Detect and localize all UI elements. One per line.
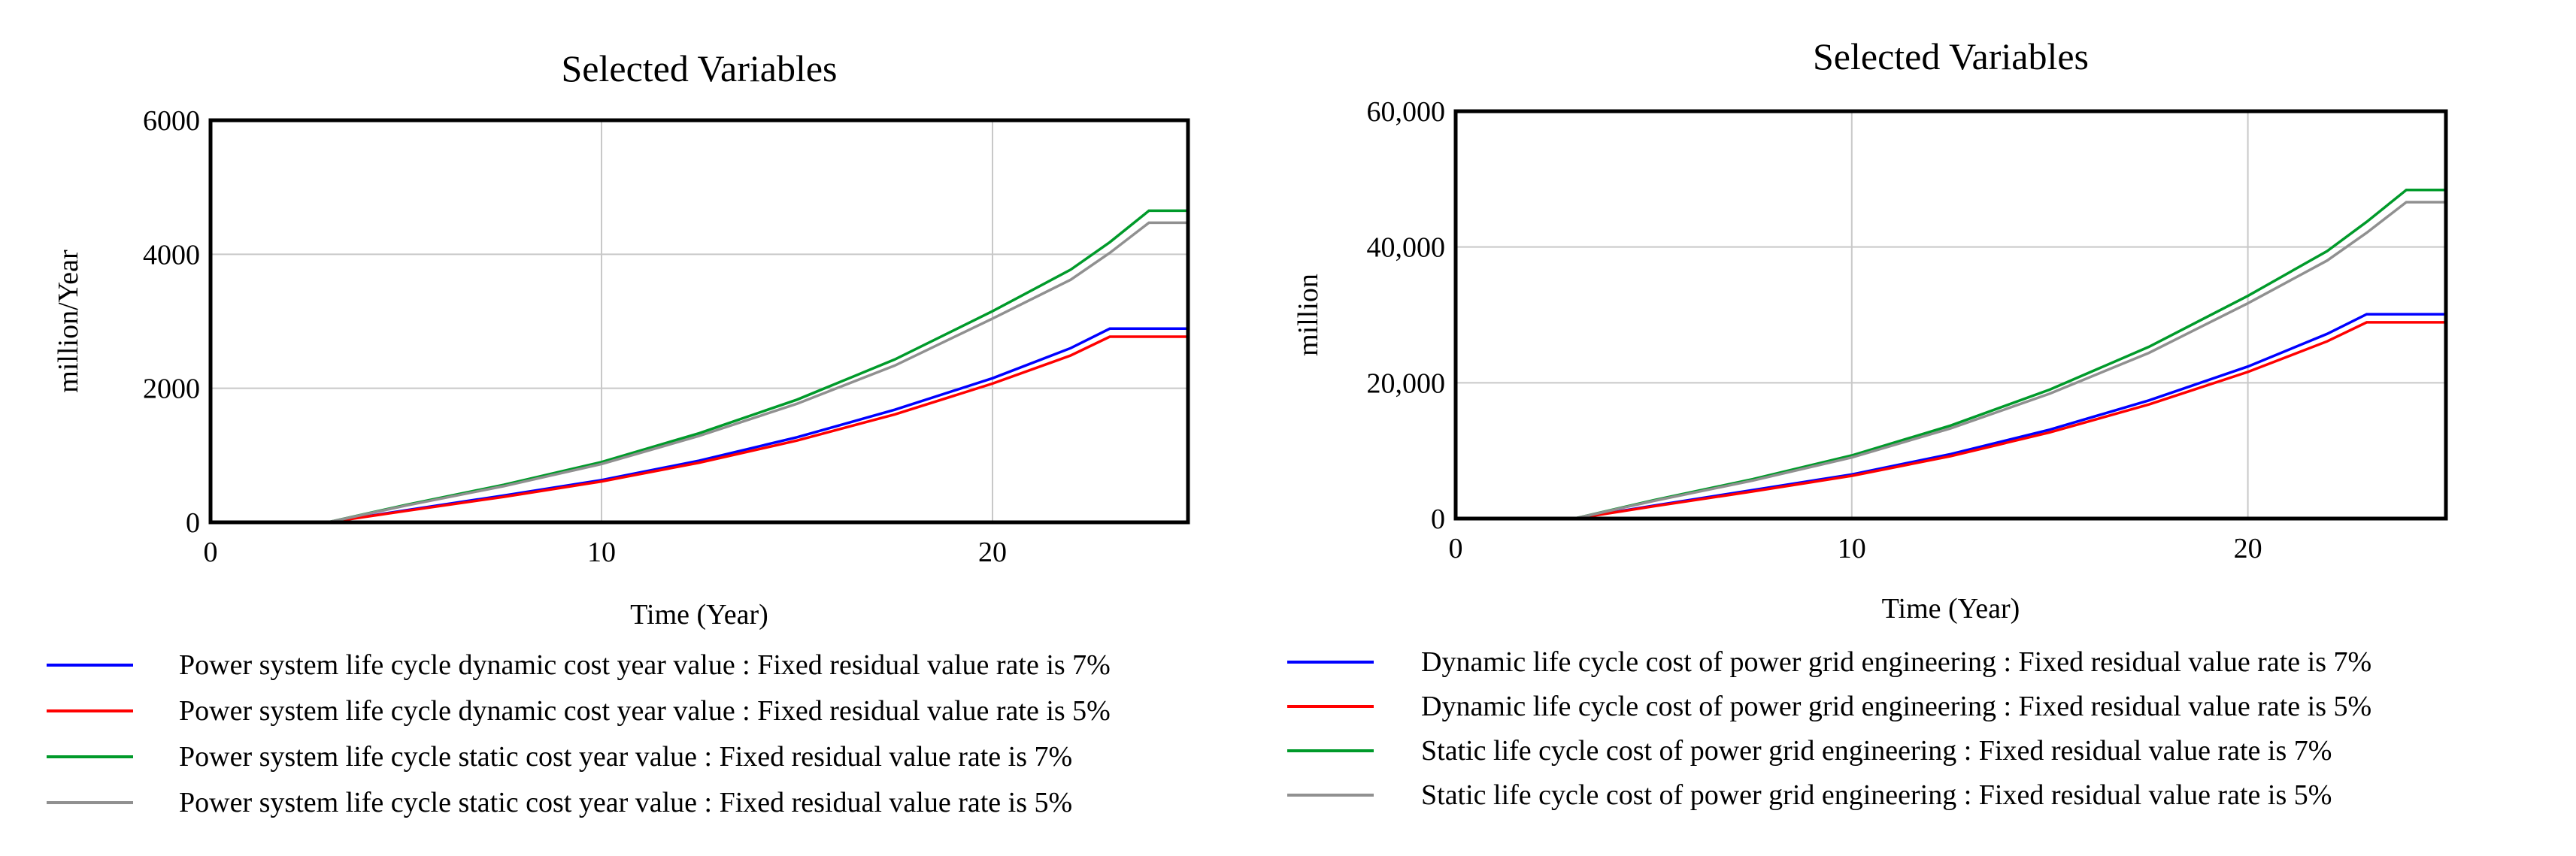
y-axis-label: million	[1293, 274, 1324, 356]
x-tick-label: 10	[587, 537, 616, 568]
legend-entry: Static life cycle cost of power grid eng…	[1421, 779, 2332, 811]
legend-entry: Static life cycle cost of power grid eng…	[1421, 735, 2332, 767]
series-line-0	[1456, 313, 2446, 520]
chart-right: Selected Variables 0 10 20 0 20,000 40,000 60,0…	[1287, 35, 2448, 811]
y-tick-label: 2000	[143, 374, 200, 405]
plot-frame	[1453, 109, 2448, 521]
plot-frame	[208, 118, 1190, 525]
series-line-3	[1456, 201, 2446, 520]
x-tick-label: 20	[978, 537, 1007, 568]
x-tick-label: 20	[2234, 533, 2262, 564]
legend-entry: Power system life cycle static cost year…	[179, 787, 1072, 818]
y-tick-label: 40,000	[1367, 232, 1446, 264]
y-tick-label: 0	[1431, 504, 1445, 535]
chart-title: Selected Variables	[562, 47, 838, 89]
y-axis-label: million/Year	[53, 250, 84, 393]
legend-entry: Power system life cycle static cost year…	[179, 741, 1072, 773]
legend-entry: Power system life cycle dynamic cost yea…	[179, 695, 1111, 727]
series-line-3	[211, 221, 1188, 524]
x-tick-label: 10	[1838, 533, 1866, 564]
x-tick-label: 0	[204, 537, 218, 568]
x-axis-label: Time (Year)	[1882, 593, 2020, 625]
y-tick-label: 6000	[143, 105, 200, 137]
x-tick-label: 0	[1449, 533, 1463, 564]
chart-title: Selected Variables	[1813, 35, 2089, 77]
series-line-1	[211, 335, 1188, 524]
y-tick-label: 0	[186, 507, 200, 539]
legend-entry: Dynamic life cycle cost of power grid en…	[1421, 646, 2371, 678]
series-line-1	[1456, 321, 2446, 520]
x-axis-label: Time (Year)	[630, 599, 768, 631]
chart-left: Selected Variables 0 10 20 0 2000 4000 6000 Time…	[47, 47, 1190, 818]
y-tick-label: 4000	[143, 239, 200, 271]
legend-entry: Dynamic life cycle cost of power grid en…	[1421, 691, 2371, 722]
series-line-0	[211, 327, 1188, 524]
series-line-2	[1456, 189, 2446, 520]
y-tick-label: 60,000	[1367, 96, 1446, 128]
y-tick-label: 20,000	[1367, 368, 1446, 399]
legend-entry: Power system life cycle dynamic cost yea…	[179, 649, 1111, 681]
